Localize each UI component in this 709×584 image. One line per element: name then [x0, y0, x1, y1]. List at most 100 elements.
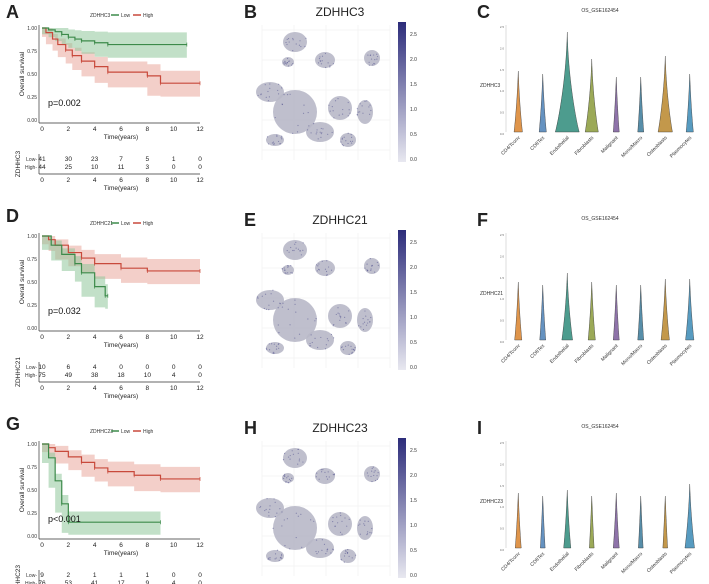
umap-point: [332, 63, 335, 65]
umap-point: [339, 319, 341, 321]
umap-point: [374, 479, 377, 482]
umap-point: [374, 59, 376, 61]
umap-point: [269, 508, 271, 510]
umap-point: [300, 513, 302, 515]
umap-point: [305, 37, 307, 39]
umap-point: [326, 274, 328, 276]
risk-x-tick: 8: [146, 177, 150, 184]
umap-point: [286, 249, 288, 252]
umap-point: [359, 111, 361, 113]
umap-point: [325, 270, 328, 273]
umap-point: [274, 116, 276, 119]
umap-point: [325, 476, 328, 478]
violin-y-tick: 1.5: [500, 484, 505, 488]
y-axis-label: Overall survival: [19, 51, 26, 96]
umap-point: [345, 322, 347, 324]
umap-point: [351, 348, 353, 350]
umap-cluster: [340, 341, 356, 355]
umap-point: [337, 522, 339, 524]
umap-point: [333, 473, 336, 475]
y-tick-label: 0.25: [27, 303, 37, 309]
umap-point: [373, 54, 375, 56]
x-tick-label: 6: [119, 126, 123, 133]
violin-shape: [613, 492, 620, 549]
umap-point: [370, 316, 372, 319]
violin-cell-label: Osteoblasts: [646, 551, 669, 574]
violin-cell-label: Mono/Macro: [620, 551, 644, 575]
umap-point: [359, 533, 361, 535]
umap-cluster: [306, 330, 334, 350]
umap-point: [367, 54, 369, 56]
umap-point: [368, 61, 370, 63]
umap-point: [316, 270, 318, 272]
p-value: p=0.002: [48, 98, 81, 108]
colorbar-tick: 2.0: [410, 265, 417, 271]
umap-point: [344, 517, 346, 519]
colorbar-tick: 1.0: [410, 315, 417, 321]
umap-point: [277, 307, 279, 309]
umap-point: [286, 57, 289, 60]
umap-point: [342, 108, 344, 111]
risk-x-tick: 4: [93, 385, 97, 392]
x-tick-label: 0: [40, 334, 44, 341]
umap-point: [340, 559, 343, 561]
umap-point: [367, 319, 369, 321]
umap-point: [311, 341, 313, 344]
umap-point: [370, 269, 372, 271]
umap-point: [345, 549, 347, 551]
umap-point: [318, 58, 321, 60]
umap-point: [297, 515, 299, 517]
umap-point: [332, 520, 334, 523]
umap-point: [268, 304, 270, 306]
violin-zdhhc23: OS_GSE162454 ZDHHC23 2.5 2.0 1.5 1.0 0.5 0.0CD4…: [480, 424, 695, 575]
risk-x-tick: 6: [119, 385, 123, 392]
umap-point: [327, 471, 329, 473]
umap-point: [294, 303, 296, 305]
umap-point: [272, 141, 275, 143]
violin-shape: [638, 495, 644, 549]
y-axis-label: Overall survival: [19, 259, 26, 304]
umap-point: [327, 62, 329, 64]
risk-x-tick: 10: [170, 385, 178, 392]
violin-shape: [563, 489, 572, 549]
violin-shape: [589, 495, 595, 549]
risk-high-count: 10: [144, 372, 152, 379]
risk-high-count: 41: [91, 580, 99, 584]
violin-shape: [685, 73, 694, 133]
umap-point: [324, 471, 326, 473]
umap-point: [374, 470, 376, 472]
umap-point: [310, 132, 312, 134]
umap-point: [326, 550, 328, 552]
colorbar-tick: 0.0: [410, 365, 417, 371]
violin-y-tick: 2.5: [500, 25, 505, 29]
umap-point: [318, 478, 320, 480]
umap-point: [309, 345, 311, 347]
umap-point: [350, 142, 353, 144]
umap-point: [332, 325, 334, 327]
umap-point: [282, 458, 285, 461]
risk-low-count: 7: [119, 156, 123, 163]
risk-x-tick: 6: [119, 177, 123, 184]
risk-low-count: 0: [172, 572, 176, 579]
violin-cell-label: Mono/Macro: [620, 135, 644, 159]
umap-point: [340, 317, 342, 319]
umap-point: [326, 548, 329, 550]
umap-point: [332, 548, 334, 550]
x-tick-label: 4: [93, 542, 97, 549]
umap-point: [298, 333, 301, 335]
x-tick-label: 12: [196, 542, 204, 549]
risk-x-tick: 2: [67, 385, 71, 392]
risk-high-count: 49: [65, 372, 73, 379]
x-tick-label: 10: [170, 126, 178, 133]
umap-point: [341, 144, 344, 146]
umap-point: [362, 328, 365, 331]
umap-point: [322, 128, 324, 130]
umap-point: [289, 458, 291, 460]
umap-point: [290, 479, 292, 482]
umap-point: [346, 552, 349, 554]
umap-point: [276, 134, 278, 136]
umap-point: [351, 140, 354, 142]
umap-point: [322, 469, 324, 471]
umap-point: [359, 523, 361, 525]
umap-point: [347, 115, 349, 117]
